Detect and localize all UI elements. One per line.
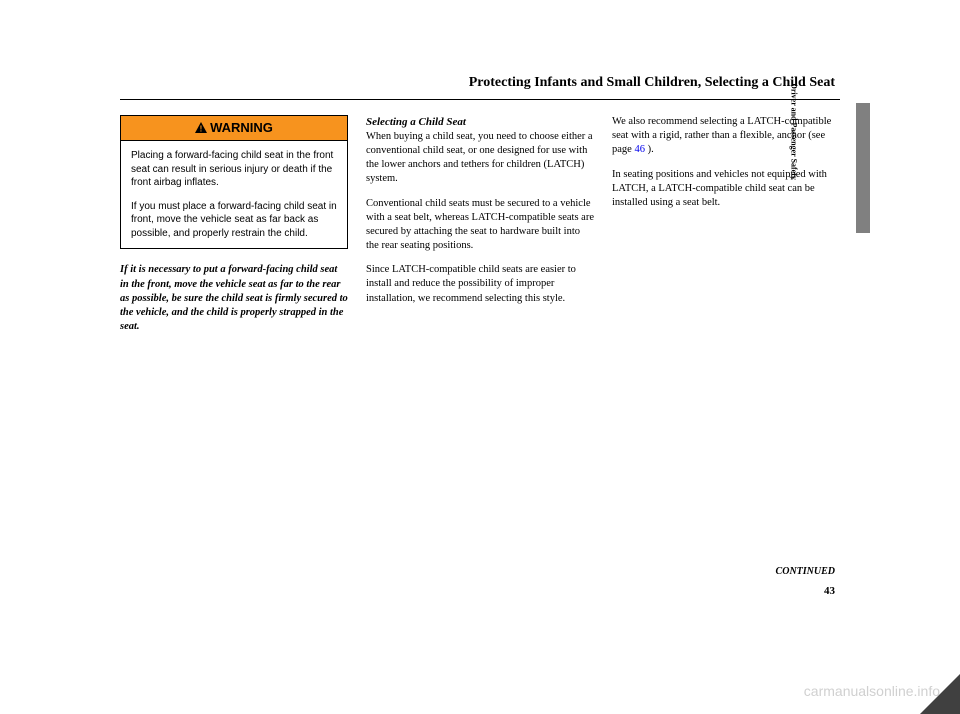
page-title: Protecting Infants and Small Children, S… [120, 75, 840, 91]
warning-label: WARNING [210, 120, 273, 135]
col2-para-1: When buying a child seat, you need to ch… [366, 130, 594, 187]
side-tab [856, 103, 870, 233]
section-heading: Selecting a Child Seat [366, 115, 594, 130]
page-container: Protecting Infants and Small Children, S… [120, 75, 840, 605]
col3-para-1b: ). [645, 144, 654, 155]
warning-box: ! WARNING Placing a forward-facing child… [120, 115, 348, 249]
warning-triangle-icon: ! [195, 120, 207, 138]
warning-header: ! WARNING [121, 116, 347, 141]
column-2: Selecting a Child Seat When buying a chi… [366, 115, 594, 344]
watermark: carmanualsonline.info [804, 683, 940, 699]
column-1: ! WARNING Placing a forward-facing child… [120, 115, 348, 344]
column-3: We also recommend selecting a LATCH-comp… [612, 115, 840, 344]
warning-para-2: If you must place a forward-facing child… [131, 200, 337, 241]
content-columns: ! WARNING Placing a forward-facing child… [120, 115, 840, 344]
side-section-label: Driver and Passenger Safety [790, 72, 799, 192]
continued-label: CONTINUED [776, 566, 835, 577]
col3-para-2: In seating positions and vehicles not eq… [612, 168, 840, 211]
col1-para-1: If it is necessary to put a forward-faci… [120, 263, 348, 334]
col3-para-1: We also recommend selecting a LATCH-comp… [612, 115, 840, 158]
page-link[interactable]: 46 [634, 144, 645, 155]
svg-text:!: ! [200, 124, 203, 133]
warning-para-1: Placing a forward-facing child seat in t… [131, 149, 337, 190]
page-number: 43 [824, 585, 835, 597]
col2-para-3: Since LATCH-compatible child seats are e… [366, 263, 594, 306]
col2-para-2: Conventional child seats must be secured… [366, 197, 594, 254]
title-rule [120, 99, 840, 100]
warning-body: Placing a forward-facing child seat in t… [121, 141, 347, 248]
